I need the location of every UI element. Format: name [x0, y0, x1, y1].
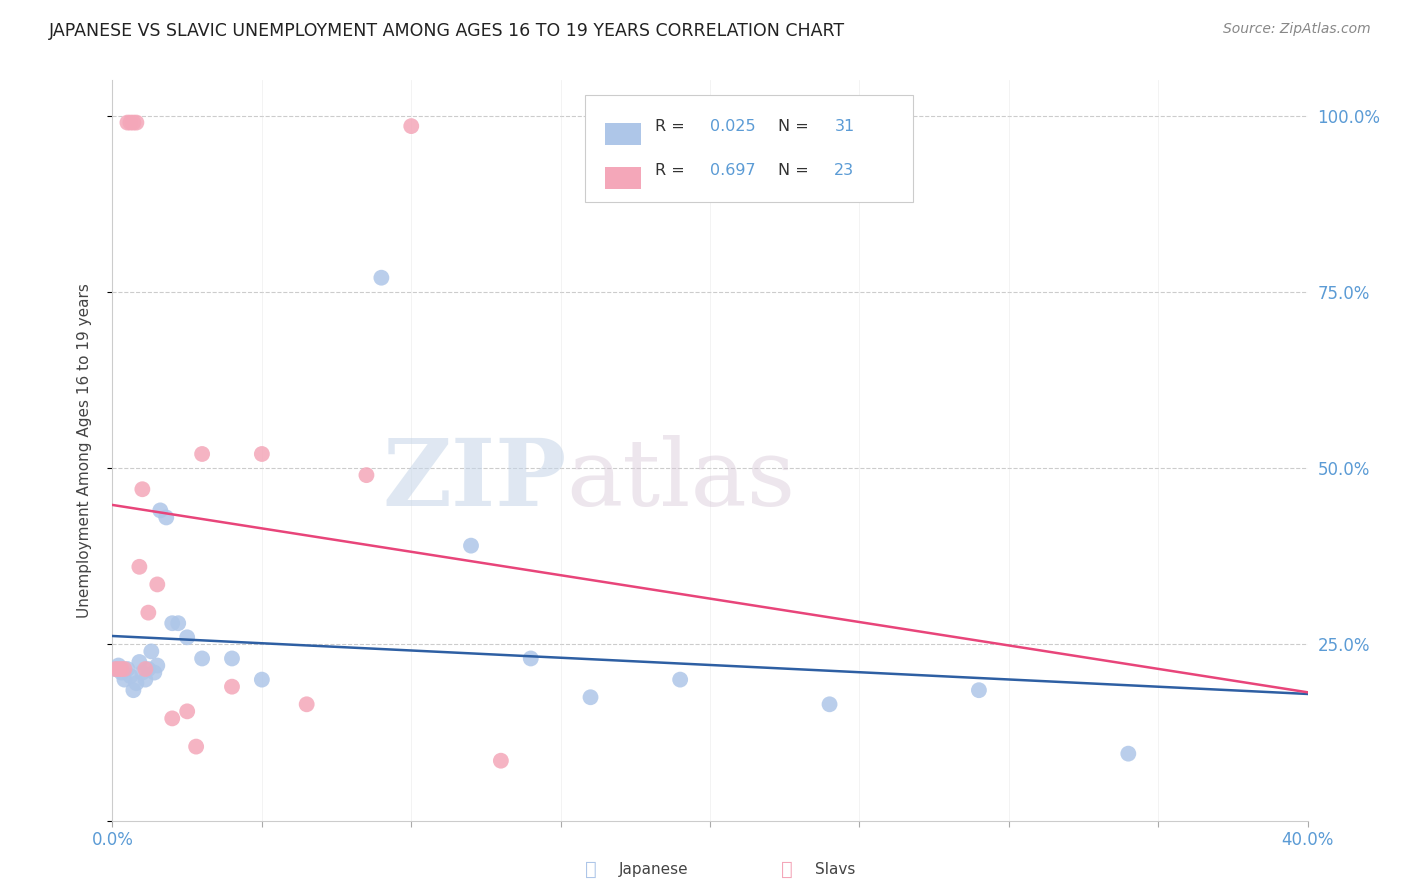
Text: Japanese: Japanese	[619, 863, 689, 877]
Point	[520, 651, 543, 665]
Point	[489, 754, 512, 768]
Text: N =: N =	[778, 120, 814, 135]
Point	[191, 447, 214, 461]
Point	[125, 676, 148, 690]
Point	[104, 662, 127, 676]
Point	[669, 673, 692, 687]
Point	[128, 559, 150, 574]
Point	[167, 616, 190, 631]
Point	[295, 698, 318, 712]
Point	[146, 577, 169, 591]
Point	[155, 510, 177, 524]
Point	[122, 683, 145, 698]
Point	[120, 669, 142, 683]
Text: ⬜: ⬜	[585, 860, 596, 880]
Point	[110, 665, 132, 680]
Point	[134, 662, 156, 676]
Y-axis label: Unemployment Among Ages 16 to 19 years: Unemployment Among Ages 16 to 19 years	[77, 283, 91, 618]
Point	[114, 673, 135, 687]
Text: R =: R =	[655, 163, 690, 178]
Point	[370, 270, 392, 285]
Text: Slavs: Slavs	[815, 863, 856, 877]
Point	[186, 739, 208, 754]
Point	[134, 673, 156, 687]
Point	[149, 503, 172, 517]
Bar	[605, 167, 641, 189]
Point	[122, 115, 145, 129]
Point	[131, 482, 153, 496]
Point	[460, 539, 482, 553]
Point	[114, 662, 135, 676]
Point	[221, 680, 243, 694]
Point	[117, 115, 139, 129]
Text: 0.697: 0.697	[710, 163, 755, 178]
Point	[1118, 747, 1140, 761]
Point	[401, 119, 423, 133]
Text: R =: R =	[655, 120, 690, 135]
Point	[146, 658, 169, 673]
Point	[143, 665, 166, 680]
Point	[120, 115, 142, 129]
Point	[967, 683, 990, 698]
Point	[107, 662, 129, 676]
Point	[117, 662, 139, 676]
Text: JAPANESE VS SLAVIC UNEMPLOYMENT AMONG AGES 16 TO 19 YEARS CORRELATION CHART: JAPANESE VS SLAVIC UNEMPLOYMENT AMONG AG…	[49, 22, 845, 40]
Point	[221, 651, 243, 665]
Text: ZIP: ZIP	[382, 435, 567, 525]
Point	[138, 606, 160, 620]
Text: atlas: atlas	[567, 435, 796, 525]
Point	[138, 662, 160, 676]
Text: Source: ZipAtlas.com: Source: ZipAtlas.com	[1223, 22, 1371, 37]
Point	[176, 704, 198, 718]
Point	[128, 655, 150, 669]
Point	[176, 630, 198, 644]
Point	[104, 662, 127, 676]
FancyBboxPatch shape	[585, 95, 914, 202]
Text: 31: 31	[834, 120, 855, 135]
Point	[125, 115, 148, 129]
Bar	[605, 123, 641, 145]
Text: 23: 23	[834, 163, 855, 178]
Text: N =: N =	[778, 163, 814, 178]
Point	[250, 447, 273, 461]
Point	[191, 651, 214, 665]
Point	[162, 616, 183, 631]
Point	[141, 644, 163, 658]
Point	[356, 468, 378, 483]
Point	[579, 690, 602, 705]
Text: ⬜: ⬜	[782, 860, 793, 880]
Point	[818, 698, 841, 712]
Point	[110, 662, 132, 676]
Point	[107, 658, 129, 673]
Point	[162, 711, 183, 725]
Text: 0.025: 0.025	[710, 120, 755, 135]
Point	[131, 665, 153, 680]
Point	[250, 673, 273, 687]
